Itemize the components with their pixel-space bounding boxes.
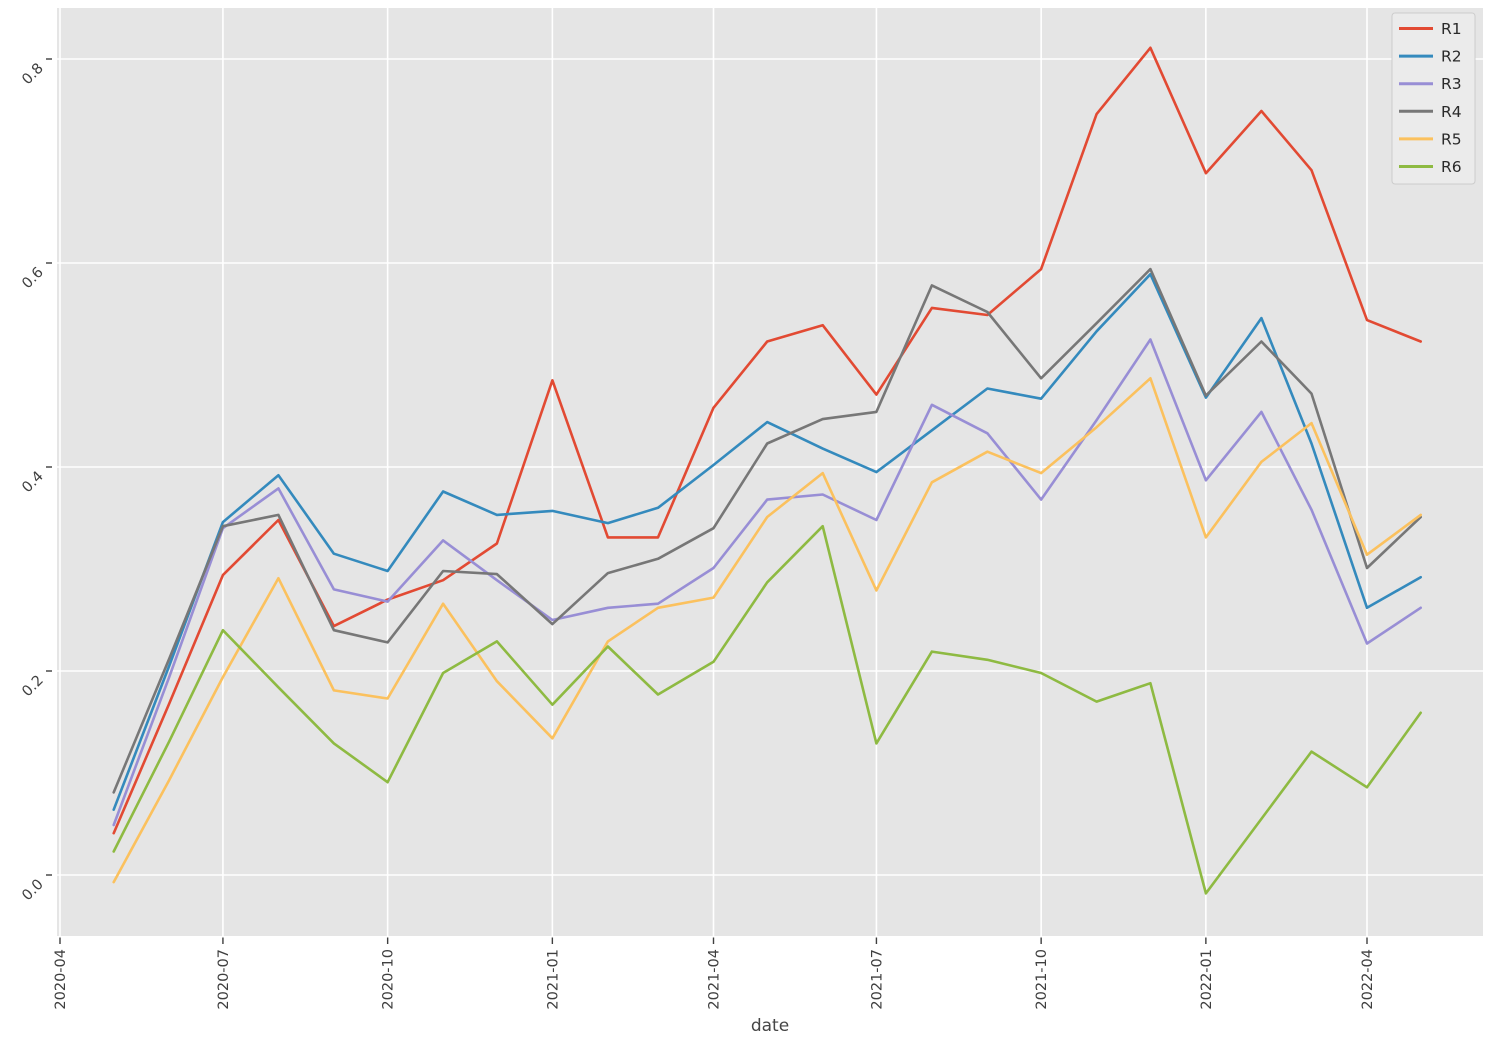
legend-label: R2	[1441, 48, 1462, 66]
series-lines	[112, 46, 1422, 895]
axis-ticks	[46, 58, 1368, 944]
plot-area	[57, 8, 1483, 936]
y-tick-label: 0.8	[19, 61, 47, 89]
x-tick-label: 2020-10	[381, 949, 397, 1010]
legend-item-R3: R3	[1399, 75, 1462, 93]
y-tick-label: 0.2	[19, 673, 47, 701]
series-line-R4	[112, 267, 1422, 794]
series-line-R1	[112, 46, 1422, 835]
legend-item-R5: R5	[1399, 130, 1462, 148]
legend-item-R6: R6	[1399, 158, 1462, 176]
axes-background	[57, 8, 1483, 936]
legend-label: R1	[1441, 20, 1462, 38]
x-tick-label: 2021-10	[1034, 949, 1050, 1010]
series-line-R5	[112, 376, 1422, 884]
x-tick-label: 2022-01	[1199, 949, 1215, 1010]
y-tick-label: 0.6	[19, 265, 47, 293]
legend-label: R6	[1441, 158, 1462, 176]
legend-item-R4: R4	[1399, 103, 1462, 121]
x-tick-label: 2021-07	[869, 949, 885, 1010]
legend-item-R2: R2	[1399, 48, 1462, 66]
legend-item-R1: R1	[1399, 20, 1462, 38]
x-axis-title: date	[751, 1016, 789, 1036]
series-line-R3	[112, 338, 1422, 827]
x-tick-label: 2022-04	[1360, 949, 1376, 1010]
legend-box	[1391, 12, 1476, 185]
y-tick-label: 0.0	[19, 877, 47, 905]
legend-label: R3	[1441, 75, 1462, 93]
series-line-R6	[112, 524, 1422, 895]
legend: R1 R2 R3 R4 R5 R6	[1391, 12, 1476, 185]
y-tick-label: 0.4	[19, 469, 47, 497]
legend-label: R5	[1441, 130, 1462, 148]
legend-label: R4	[1441, 103, 1462, 121]
series-line-R2	[112, 272, 1422, 812]
gridlines	[57, 8, 1483, 936]
x-tick-label: 2020-07	[216, 949, 232, 1010]
x-tick-label: 2021-04	[707, 949, 723, 1010]
x-tick-label: 2021-01	[545, 949, 561, 1010]
x-tick-label: 2020-04	[53, 949, 69, 1010]
